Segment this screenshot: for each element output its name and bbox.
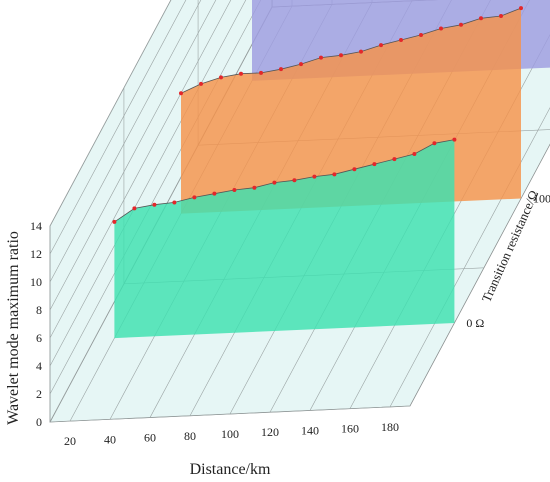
series-point: [499, 13, 503, 18]
series-point: [479, 16, 483, 21]
y-tick-label: 10: [30, 275, 42, 289]
y-gridline-left: [49, 0, 187, 255]
x-tick-label: 180: [381, 420, 399, 434]
y-tick-label: 12: [30, 247, 42, 261]
series-point: [452, 137, 457, 142]
series-point: [239, 71, 243, 76]
y-gridline-left: [49, 0, 202, 283]
y-gridline-left: [49, 0, 247, 367]
x-tick-label: 120: [261, 425, 279, 439]
series-point: [219, 75, 223, 80]
series-point: [172, 200, 177, 205]
x-tick-label: 140: [301, 423, 319, 437]
series-layer: [112, 0, 550, 339]
series-point: [432, 141, 437, 146]
series-point: [519, 6, 523, 11]
series-point: [132, 206, 137, 211]
series-line: [180, 7, 522, 94]
y-gridline-left: [49, 0, 262, 395]
y-tick-label: 8: [36, 303, 42, 317]
series-point: [312, 174, 317, 179]
series-point: [459, 22, 463, 27]
x-tick-label: 80: [184, 429, 196, 443]
x-tick-label: 60: [144, 431, 156, 445]
series-point: [152, 202, 157, 207]
series-point: [352, 167, 357, 172]
z-gridline-floor: [49, 405, 411, 423]
series-point: [259, 70, 263, 75]
series-point: [179, 91, 183, 96]
x-tick-label: 100: [221, 427, 239, 441]
series-point: [372, 162, 377, 167]
series-point: [419, 32, 423, 37]
y-gridline-left: [49, 0, 172, 227]
x-gridline-floor: [389, 107, 550, 408]
series-point: [339, 53, 343, 58]
series-point: [292, 178, 297, 183]
tick-labels: 20 40 60 80 100 120 140 160 180 0 2 4 6 8 10 12 14 0 Ω 100…: [30, 192, 550, 449]
series-point: [212, 191, 217, 196]
y-tick-label: 14: [30, 219, 42, 233]
x-axis-label: Distance/km: [190, 461, 271, 478]
y-axis-label: Wavelet mode maximum ratio: [5, 231, 22, 425]
series-line: [114, 139, 455, 223]
y-tick-label: 4: [36, 359, 42, 373]
series-point: [279, 67, 283, 72]
series-point: [379, 43, 383, 48]
x-tick-label: 20: [64, 434, 76, 448]
series-point: [359, 49, 363, 54]
series-area: [114, 139, 455, 339]
x-tick-label: 40: [104, 432, 116, 446]
y-tick-label: 2: [36, 387, 42, 401]
series-point: [299, 62, 303, 67]
series-point: [192, 195, 197, 200]
series-point: [232, 187, 237, 192]
series-point: [199, 81, 203, 86]
series-point: [252, 185, 257, 190]
series-point: [332, 172, 337, 177]
series-point: [392, 157, 397, 162]
z-tick-label: 100 Ω: [533, 192, 550, 206]
y-tick-label: 6: [36, 331, 42, 345]
y-tick-label: 0: [36, 415, 42, 429]
series-point: [272, 180, 277, 185]
y-gridline-left: [49, 0, 217, 311]
y-gridline-left: [49, 0, 232, 339]
series-point: [112, 219, 117, 224]
series-point: [319, 55, 323, 60]
series-point: [399, 38, 403, 43]
x-tick-label: 160: [341, 422, 359, 436]
series-point: [439, 26, 443, 31]
series-point: [412, 151, 417, 156]
z-tick-label: 0 Ω: [466, 316, 484, 330]
